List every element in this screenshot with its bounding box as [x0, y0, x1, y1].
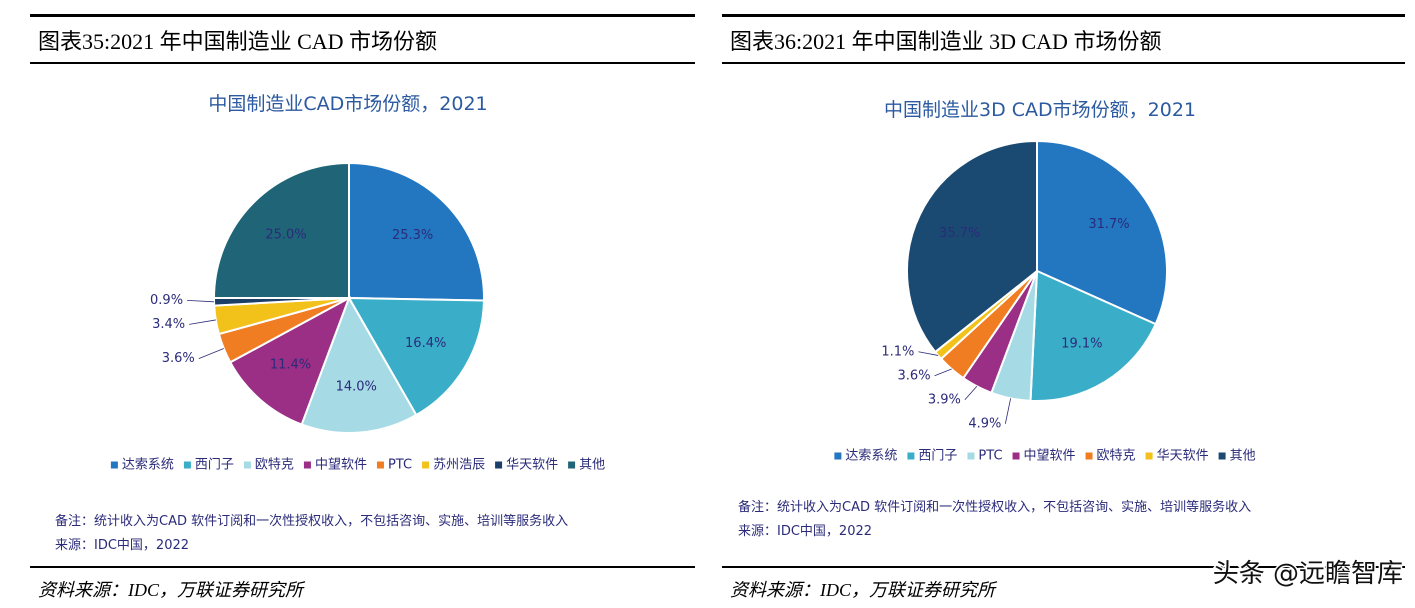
data-label: 25.3%	[392, 228, 433, 243]
source: 资料来源：IDC，万联证券研究所	[38, 580, 306, 600]
data-label: 0.9%	[150, 293, 183, 308]
legend-label: 华天软件	[1157, 449, 1209, 464]
leader-line	[1004, 398, 1012, 424]
leader-line	[187, 299, 215, 303]
pie-slice	[1029, 269, 1157, 402]
legend-label: 其他	[1230, 449, 1256, 464]
source: 资料来源：IDC，万联证券研究所	[730, 580, 998, 600]
watermark: 头条 @远瞻智库	[1213, 559, 1403, 589]
data-label: 4.9%	[968, 416, 1001, 431]
legend: 达索系统 西门子 PTC 中望软件 欧特克 华天软件 其他	[834, 448, 1256, 464]
legend-swatch	[376, 461, 384, 469]
note: 备注：统计收入为CAD 软件订阅和一次性授权收入，不包括咨询、实施、培训等服务收…	[55, 513, 568, 529]
pie-slice	[906, 139, 1038, 354]
legend-label: PTC	[978, 449, 1002, 464]
heading: 图表35:2021 年中国制造业 CAD 市场份额	[38, 29, 437, 54]
data-label: 25.0%	[265, 227, 306, 242]
legend-label: 欧特克	[255, 458, 294, 473]
legend-swatch	[1218, 452, 1226, 460]
legend-swatch	[568, 461, 576, 469]
chart-title: 中国制造业3D CAD市场份额，2021	[884, 99, 1196, 121]
rule	[722, 62, 1405, 64]
legend-label: 达索系统	[122, 458, 174, 473]
legend-swatch	[495, 461, 503, 469]
legend-swatch	[110, 461, 118, 469]
legend-label: 达索系统	[845, 449, 897, 464]
data-label: 14.0%	[336, 379, 377, 394]
rule	[722, 14, 1405, 17]
data-label: 3.6%	[162, 351, 195, 366]
note: 来源：IDC中国，2022	[738, 524, 872, 539]
legend-swatch	[303, 461, 311, 469]
rule	[30, 566, 695, 568]
rule	[30, 14, 695, 17]
data-label: 1.1%	[881, 344, 914, 359]
rule	[722, 566, 1405, 568]
legend-swatch	[834, 452, 842, 460]
legend-swatch	[243, 461, 251, 469]
legend-swatch	[967, 452, 975, 460]
legend-swatch	[1145, 452, 1153, 460]
note: 备注：统计收入为CAD 软件订阅和一次性授权收入，不包括咨询、实施、培训等服务收…	[738, 499, 1251, 515]
pie-slice	[228, 295, 351, 426]
legend-label: 西门子	[195, 458, 234, 473]
data-label: 11.4%	[270, 358, 311, 373]
data-label: 35.7%	[939, 226, 980, 241]
data-label: 31.7%	[1088, 217, 1129, 232]
pie-slice	[300, 295, 418, 434]
legend-swatch	[183, 461, 191, 469]
legend-label: 其他	[579, 458, 605, 473]
legend-label: 欧特克	[1097, 449, 1136, 464]
pie-slice	[212, 161, 350, 299]
leader-line	[189, 319, 216, 325]
legend-swatch	[907, 452, 915, 460]
legend-label: 苏州浩辰	[433, 457, 485, 473]
data-label: 3.6%	[898, 368, 931, 383]
pie-slice	[347, 296, 485, 417]
leader-line	[198, 348, 224, 359]
rule	[30, 62, 695, 64]
legend-label: PTC	[388, 458, 412, 473]
legend-label: 西门子	[918, 449, 957, 464]
note: 来源：IDC中国，2022	[55, 538, 189, 553]
data-label: 3.4%	[152, 317, 185, 332]
pie-slice	[348, 161, 485, 302]
pie-slice	[1036, 139, 1168, 326]
legend-label: 华天软件	[506, 458, 558, 473]
heading: 图表36:2021 年中国制造业 3D CAD 市场份额	[730, 29, 1161, 54]
legend: 达索系统 西门子 欧特克 中望软件 PTC 苏州浩辰 华天软件 其他	[110, 457, 605, 473]
legend-label: 中望软件	[315, 457, 367, 473]
data-label: 3.9%	[928, 392, 961, 407]
leader-line	[918, 351, 939, 356]
legend-swatch	[1012, 452, 1020, 460]
data-label: 19.1%	[1061, 337, 1102, 352]
legend-label: 中望软件	[1024, 448, 1076, 464]
legend-swatch	[422, 461, 430, 469]
data-label: 16.4%	[405, 336, 446, 351]
leader-line	[934, 368, 952, 377]
legend-swatch	[1085, 452, 1093, 460]
leader-line	[964, 386, 978, 401]
chart-title: 中国制造业CAD市场份额，2021	[208, 93, 487, 115]
